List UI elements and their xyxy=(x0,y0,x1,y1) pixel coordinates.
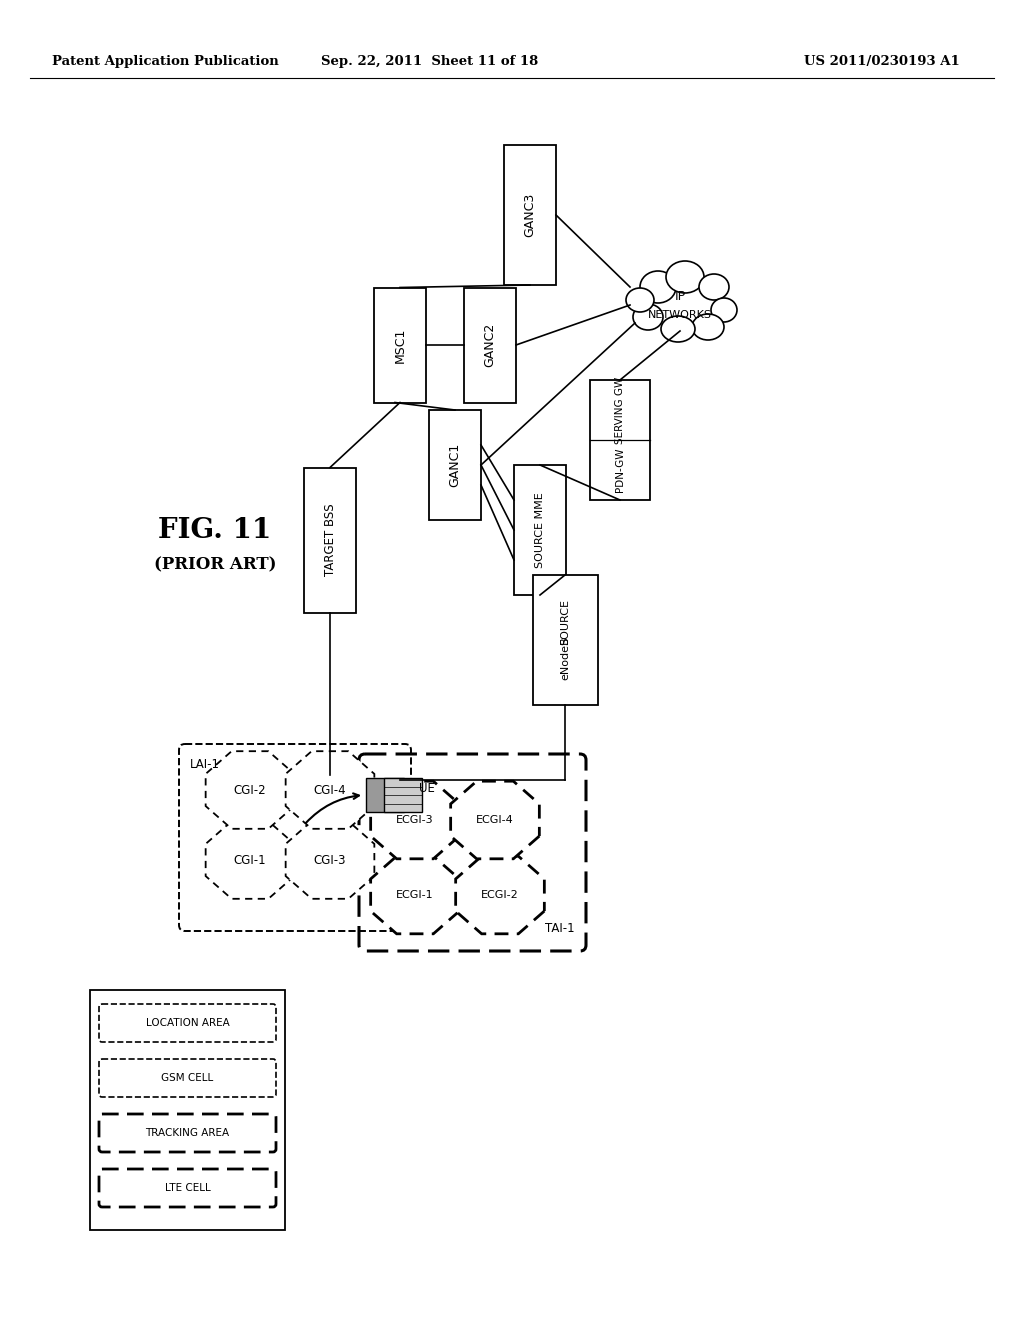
Ellipse shape xyxy=(699,275,729,300)
Text: SERVING GW: SERVING GW xyxy=(615,376,625,444)
Ellipse shape xyxy=(626,288,654,312)
Text: GSM CELL: GSM CELL xyxy=(162,1073,214,1082)
Polygon shape xyxy=(371,857,460,933)
Ellipse shape xyxy=(633,304,663,330)
Ellipse shape xyxy=(666,261,705,293)
Bar xyxy=(366,777,404,812)
Bar xyxy=(514,465,566,595)
Bar xyxy=(590,380,650,500)
Text: ECGI-3: ECGI-3 xyxy=(396,814,434,825)
Text: UE: UE xyxy=(419,783,435,796)
Text: LTE CELL: LTE CELL xyxy=(165,1183,210,1193)
Text: CGI-4: CGI-4 xyxy=(313,784,346,796)
Text: GANC1: GANC1 xyxy=(449,444,462,487)
Polygon shape xyxy=(286,751,375,829)
Bar xyxy=(429,411,481,520)
Polygon shape xyxy=(206,751,294,829)
Bar xyxy=(384,777,422,812)
Polygon shape xyxy=(451,781,540,859)
Text: IP: IP xyxy=(675,290,685,304)
Text: ECGI-1: ECGI-1 xyxy=(396,890,434,900)
Text: CGI-1: CGI-1 xyxy=(233,854,266,866)
Text: Patent Application Publication: Patent Application Publication xyxy=(52,55,279,69)
Text: SOURCE MME: SOURCE MME xyxy=(535,492,545,568)
Text: US 2011/0230193 A1: US 2011/0230193 A1 xyxy=(804,55,961,69)
Text: Sep. 22, 2011  Sheet 11 of 18: Sep. 22, 2011 Sheet 11 of 18 xyxy=(322,55,539,69)
Ellipse shape xyxy=(711,298,737,322)
Ellipse shape xyxy=(692,314,724,341)
Text: CGI-2: CGI-2 xyxy=(233,784,266,796)
Polygon shape xyxy=(206,821,294,899)
Text: LOCATION AREA: LOCATION AREA xyxy=(145,1018,229,1028)
Text: TRACKING AREA: TRACKING AREA xyxy=(145,1129,229,1138)
Text: ECGI-4: ECGI-4 xyxy=(476,814,514,825)
Polygon shape xyxy=(456,857,545,933)
Text: GANC2: GANC2 xyxy=(483,323,497,367)
Text: LAI-1: LAI-1 xyxy=(190,758,220,771)
Ellipse shape xyxy=(630,271,730,341)
Text: CGI-3: CGI-3 xyxy=(313,854,346,866)
Text: GANC3: GANC3 xyxy=(523,193,537,238)
Bar xyxy=(464,288,516,403)
Ellipse shape xyxy=(640,271,676,304)
Text: eNodeB: eNodeB xyxy=(560,636,570,680)
Ellipse shape xyxy=(662,315,695,342)
Text: ECGI-2: ECGI-2 xyxy=(481,890,519,900)
Bar xyxy=(90,990,285,1230)
Bar xyxy=(532,576,597,705)
Polygon shape xyxy=(371,781,460,859)
Polygon shape xyxy=(286,821,375,899)
Text: PDN-GW: PDN-GW xyxy=(615,447,625,492)
Text: SOURCE: SOURCE xyxy=(560,599,570,645)
Bar xyxy=(374,288,426,403)
Text: NETWORKS: NETWORKS xyxy=(648,310,712,319)
Bar xyxy=(504,145,556,285)
Bar xyxy=(304,467,356,612)
Text: FIG. 11: FIG. 11 xyxy=(159,516,271,544)
Text: TAI-1: TAI-1 xyxy=(546,921,575,935)
Text: (PRIOR ART): (PRIOR ART) xyxy=(154,557,276,573)
Text: TARGET BSS: TARGET BSS xyxy=(324,504,337,577)
Text: MSC1: MSC1 xyxy=(393,327,407,363)
